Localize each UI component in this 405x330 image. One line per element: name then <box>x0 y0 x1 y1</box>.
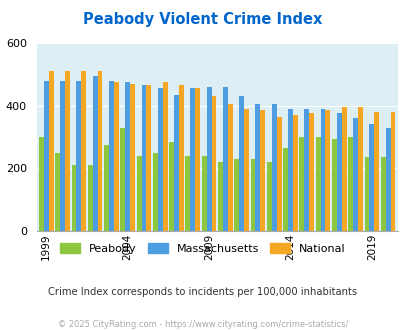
Bar <box>222 87 227 231</box>
Legend: Peabody, Massachusetts, National: Peabody, Massachusetts, National <box>55 239 350 258</box>
Bar <box>282 148 287 231</box>
Bar <box>206 87 211 231</box>
Bar <box>76 81 81 231</box>
Bar <box>243 109 248 231</box>
Bar <box>385 128 390 231</box>
Bar <box>357 107 362 231</box>
Bar <box>179 85 183 231</box>
Bar <box>60 81 65 231</box>
Bar <box>185 156 190 231</box>
Bar <box>195 88 200 231</box>
Bar <box>298 137 303 231</box>
Bar <box>81 71 86 231</box>
Bar <box>217 162 222 231</box>
Bar <box>341 107 346 231</box>
Bar <box>325 110 330 231</box>
Bar <box>92 76 97 231</box>
Bar <box>120 128 125 231</box>
Bar <box>227 104 232 231</box>
Text: Crime Index corresponds to incidents per 100,000 inhabitants: Crime Index corresponds to incidents per… <box>48 287 357 297</box>
Bar <box>65 71 70 231</box>
Bar <box>331 139 336 231</box>
Bar <box>255 104 260 231</box>
Bar <box>169 142 174 231</box>
Bar <box>71 165 76 231</box>
Bar <box>369 124 373 231</box>
Bar <box>292 115 297 231</box>
Bar <box>380 157 385 231</box>
Bar <box>174 95 179 231</box>
Bar <box>266 162 271 231</box>
Bar <box>44 81 49 231</box>
Bar <box>234 159 239 231</box>
Bar <box>39 137 44 231</box>
Bar <box>315 137 320 231</box>
Bar <box>373 112 378 231</box>
Bar <box>303 109 309 231</box>
Bar <box>87 165 92 231</box>
Bar <box>113 82 118 231</box>
Bar <box>97 71 102 231</box>
Bar <box>190 88 195 231</box>
Bar <box>320 109 325 231</box>
Bar <box>276 116 281 231</box>
Bar <box>336 114 341 231</box>
Bar <box>201 156 206 231</box>
Bar <box>347 137 352 231</box>
Bar <box>271 104 276 231</box>
Bar <box>125 82 130 231</box>
Bar <box>250 159 255 231</box>
Bar <box>287 109 292 231</box>
Bar <box>109 81 113 231</box>
Bar <box>309 114 313 231</box>
Bar <box>130 84 135 231</box>
Bar <box>352 118 357 231</box>
Bar <box>153 152 158 231</box>
Bar <box>146 85 151 231</box>
Bar <box>158 88 162 231</box>
Text: Peabody Violent Crime Index: Peabody Violent Crime Index <box>83 12 322 26</box>
Bar <box>141 85 146 231</box>
Bar <box>49 71 53 231</box>
Bar <box>55 152 60 231</box>
Text: © 2025 CityRating.com - https://www.cityrating.com/crime-statistics/: © 2025 CityRating.com - https://www.city… <box>58 320 347 329</box>
Bar <box>104 145 109 231</box>
Bar <box>260 110 264 231</box>
Bar <box>364 157 369 231</box>
Bar <box>136 156 141 231</box>
Bar <box>390 112 394 231</box>
Bar <box>162 82 167 231</box>
Bar <box>239 96 243 231</box>
Bar <box>211 96 216 231</box>
